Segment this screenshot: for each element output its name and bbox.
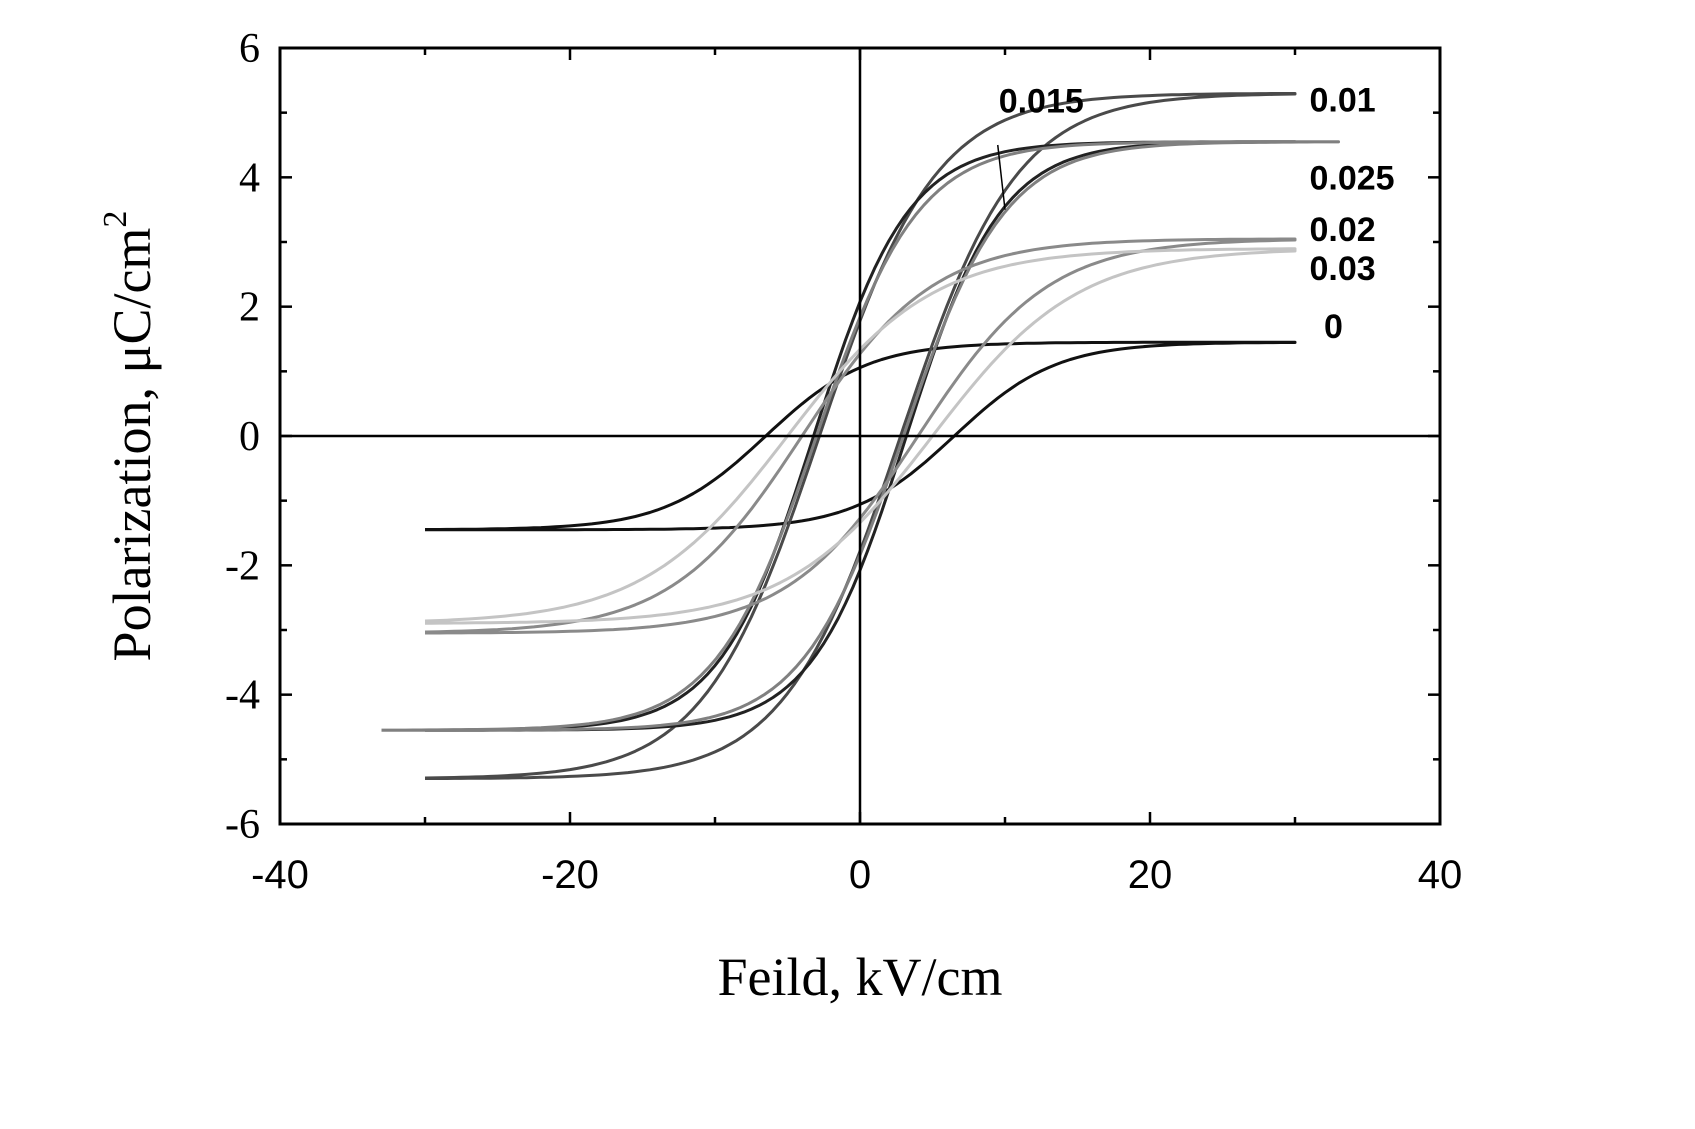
y-tick-label: 6 [239,26,260,72]
y-tick-label: 2 [239,285,260,331]
y-tick-label: -6 [225,802,260,848]
annotation-leader-line [997,144,1006,210]
series-label: 0.015 [999,83,1084,121]
series-label: 0.025 [1310,159,1395,197]
zero-lines [280,48,1440,824]
y-tick-label: -2 [225,543,260,589]
y-tick-label: 4 [239,155,260,201]
series-loop-0 [425,340,1297,532]
x-tick-label: 20 [1128,853,1173,897]
series-loop-0-025 [381,140,1340,732]
annotation-layer: 0.015 0.01 0.025 0.020.03 0 [997,82,1395,346]
x-tick-label: 40 [1418,853,1463,897]
x-tick-label: -20 [541,853,599,897]
y-axis-title: Polarization, μC/cm2 [97,211,162,662]
series-label: 0 [1324,308,1343,346]
series-loop-0-02 [424,237,1297,635]
series-layer [381,92,1340,780]
y-tick-label: -4 [225,673,260,719]
x-tick-label: 0 [849,853,871,897]
y-axis-title-superscript: 2 [97,211,134,228]
series-label: 0.02 [1310,211,1376,249]
series-label: 0.01 [1310,82,1376,120]
x-axis-title: Feild, kV/cm [718,947,1003,1007]
y-tick-label: 0 [239,414,260,460]
x-tick-label: -40 [251,853,309,897]
series-loop-0-03 [424,247,1297,625]
y-axis-title-main: Polarization, μC/cm [102,228,162,662]
series-label: 0.03 [1310,250,1376,288]
series-loop-0-01 [424,92,1297,780]
